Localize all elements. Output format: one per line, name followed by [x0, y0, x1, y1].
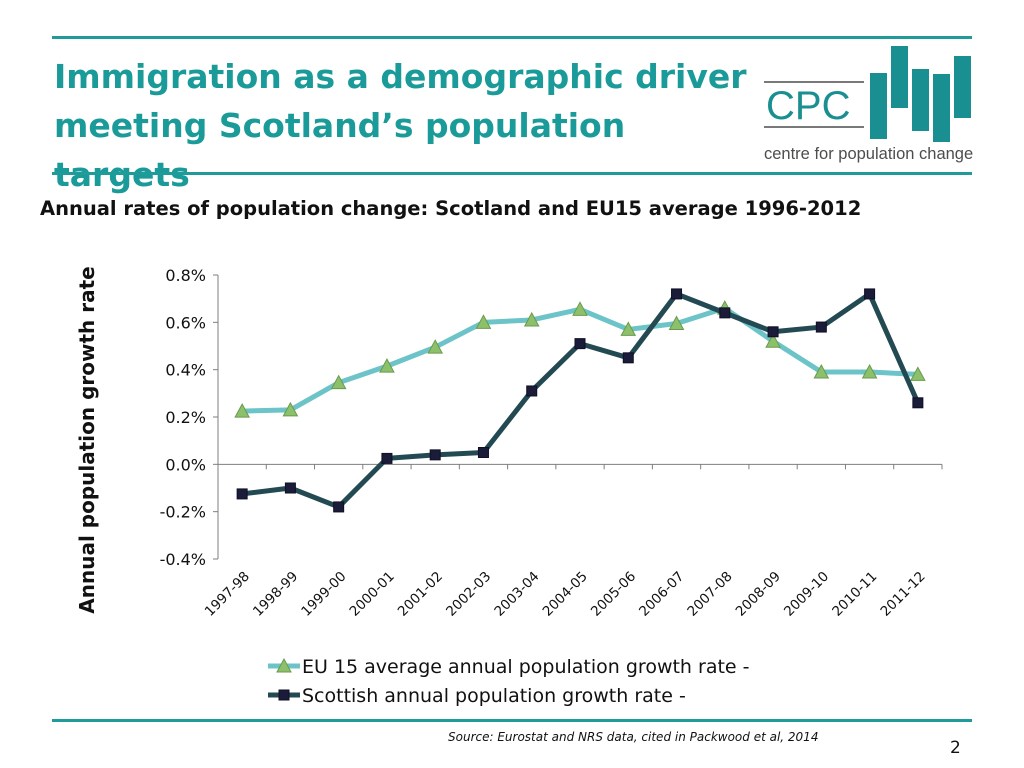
- x-tick-label: 2005-06: [588, 569, 639, 620]
- page-number: 2: [950, 738, 961, 758]
- x-tick-label: 2000-01: [347, 569, 398, 620]
- y-tick-label: 0.0%: [165, 455, 206, 474]
- eu15-point: [234, 403, 250, 418]
- cpc-logo: CPC centre for population change: [764, 46, 973, 163]
- footer-rule: [52, 719, 972, 722]
- slide-title: Immigration as a demographic driver meet…: [54, 57, 747, 194]
- eu15-point: [427, 339, 444, 354]
- scotland-point: [284, 482, 296, 494]
- eu15-point: [861, 363, 878, 379]
- y-tick-label: 0.6%: [165, 313, 206, 332]
- legend-label: Scottish annual population growth rate -: [302, 685, 686, 707]
- chart-title: Annual rates of population change: Scotl…: [40, 197, 862, 220]
- x-tick-label: 2009-10: [781, 569, 832, 620]
- eu15-point: [813, 363, 830, 379]
- x-tick-label: 1998-99: [250, 569, 301, 620]
- x-tick-label: 2004-05: [540, 569, 591, 620]
- eu15-point: [523, 311, 540, 327]
- legend-label: EU 15 average annual population growth r…: [302, 656, 750, 678]
- x-tick-label: 2007-08: [684, 569, 735, 620]
- scotland-point: [574, 338, 586, 350]
- x-tick-label: 1997-98: [202, 569, 253, 620]
- eu15-point: [910, 366, 926, 381]
- x-tick-label: 1999-00: [298, 569, 349, 620]
- x-tick-label: 2010-11: [829, 569, 880, 620]
- logo-bars-icon: [870, 46, 971, 142]
- scotland-point: [526, 385, 538, 397]
- scotland-point: [719, 307, 731, 319]
- eu15-point: [282, 401, 299, 417]
- legend-swatch-marker: [276, 657, 292, 673]
- scotland-point: [671, 288, 683, 300]
- x-tick-label: 2002-03: [443, 569, 494, 620]
- x-tick-label: 2008-09: [733, 569, 784, 620]
- x-tick-label: 2003-04: [491, 569, 542, 620]
- scotland-point: [767, 326, 779, 338]
- legend-swatch-marker: [278, 689, 290, 701]
- scotland-point: [381, 452, 393, 464]
- header-bottom-rule: [52, 172, 972, 175]
- x-tick-label: 2006-07: [636, 569, 687, 620]
- eu15-point: [765, 333, 781, 348]
- y-tick-label: 0.4%: [165, 361, 206, 380]
- line-chart: 0.8%0.6%0.4%0.2%0.0%-0.2%-0.4%1997-98199…: [75, 266, 943, 707]
- scotland-point: [477, 447, 489, 458]
- logo-fullname: centre for population change: [764, 145, 973, 163]
- eu15-point: [475, 314, 492, 329]
- x-tick-label: 2011-12: [877, 569, 928, 620]
- scotland-point: [622, 352, 634, 364]
- scotland-point: [864, 288, 876, 300]
- eu15-point: [572, 301, 588, 316]
- y-tick-label: -0.2%: [160, 503, 206, 522]
- scotland-point: [236, 488, 248, 500]
- scotland-point: [912, 397, 924, 409]
- eu15-point: [668, 315, 685, 331]
- eu15-point: [379, 358, 395, 373]
- y-axis-title: Annual population growth rate: [75, 266, 99, 613]
- logo-abbr: CPC: [766, 84, 850, 128]
- scotland-point: [815, 321, 827, 333]
- source-note: Source: Eurostat and NRS data, cited in …: [448, 730, 819, 744]
- header-top-rule: [52, 36, 972, 39]
- scotland-point: [333, 501, 345, 513]
- y-tick-label: -0.4%: [160, 550, 206, 569]
- y-tick-label: 0.8%: [165, 266, 206, 285]
- eu15-point: [330, 374, 347, 390]
- scotland-point: [429, 449, 441, 461]
- y-tick-label: 0.2%: [165, 408, 206, 427]
- eu15-point: [620, 321, 637, 336]
- x-tick-label: 2001-02: [395, 569, 446, 620]
